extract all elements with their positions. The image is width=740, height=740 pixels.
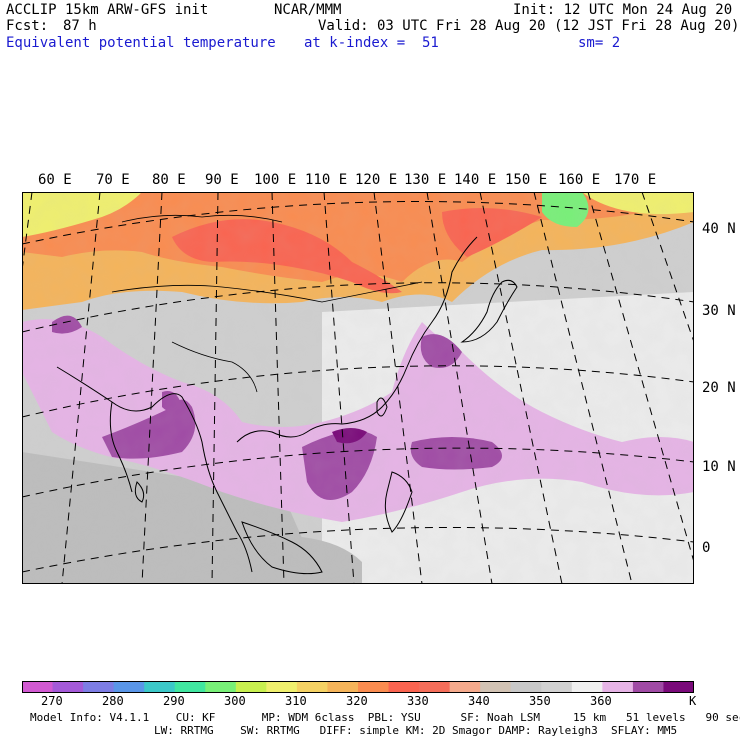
- lon-label-70e: 70 E: [96, 172, 130, 188]
- colorbar-cell: [174, 681, 206, 693]
- colorbar-tick-280: 280: [102, 694, 124, 708]
- meridian-120e: [373, 192, 423, 584]
- colorbar-cell: [449, 681, 481, 693]
- smoothing-info: sm= 2: [578, 35, 621, 51]
- theta-e-map: [22, 192, 694, 584]
- colorbar-cell: [419, 681, 451, 693]
- level-info: at k-index = 51: [304, 35, 439, 51]
- colorbar-cell: [632, 681, 664, 693]
- colorbar-unit: K: [689, 694, 697, 708]
- sri-lanka-coast: [134, 481, 145, 503]
- model-info-line2: LW: RRTMG SW: RRTMG DIFF: simple KM: 2D …: [154, 724, 678, 737]
- colorbar-cell: [22, 681, 54, 693]
- parallel-30n: [22, 282, 694, 333]
- model-info-line1: Model Info: V4.1.1 CU: KF MP: WDM 6class…: [30, 711, 740, 724]
- parallel-10n: [22, 447, 694, 498]
- himalaya-border: [171, 341, 258, 393]
- meridian-100e: [271, 192, 285, 584]
- colorbar-cell: [480, 681, 512, 693]
- forecast-hours: 87 h: [63, 18, 97, 34]
- colorbar-cell: [113, 681, 145, 693]
- lon-label-60e: 60 E: [38, 172, 72, 188]
- parallel-40n: [22, 201, 694, 245]
- parallel-20n: [22, 365, 694, 418]
- colorbar-frame: [22, 681, 694, 693]
- colorbar-tick-300: 300: [224, 694, 246, 708]
- lon-label-120e: 120 E: [355, 172, 398, 188]
- mongolia-border: [111, 281, 423, 303]
- parallel-0: [22, 526, 694, 573]
- colorbar-cell: [205, 681, 237, 693]
- colorbar-cell: [83, 681, 115, 693]
- lon-label-150e: 150 E: [505, 172, 548, 188]
- china-coast: [236, 236, 478, 443]
- lon-label-90e: 90 E: [205, 172, 239, 188]
- colorbar-cell: [571, 681, 603, 693]
- colorbar-cell: [266, 681, 298, 693]
- lon-label-140e: 140 E: [454, 172, 497, 188]
- colorbar-tick-340: 340: [468, 694, 490, 708]
- japan-coast: [460, 279, 518, 343]
- lon-label-110e: 110 E: [305, 172, 348, 188]
- colorbar-cell: [296, 681, 328, 693]
- lon-label-130e: 130 E: [404, 172, 447, 188]
- colorbar-tick-350: 350: [529, 694, 551, 708]
- colorbar-cell: [327, 681, 359, 693]
- colorbar-tick-320: 320: [346, 694, 368, 708]
- colorbar-cell: [388, 681, 420, 693]
- borneo-coast: [241, 521, 323, 575]
- field-name: Equivalent potential temperature: [6, 35, 276, 51]
- lat-label-0: 0: [702, 540, 711, 556]
- meridian-170e: [641, 192, 694, 343]
- coastlines: [56, 236, 518, 575]
- graticule: [22, 192, 694, 584]
- init-time: Init: 12 UTC Mon 24 Aug 20: [513, 2, 733, 18]
- model-title: ACCLIP 15km ARW-GFS init: [6, 2, 209, 18]
- organization: NCAR/MMM: [274, 2, 342, 18]
- colorbar-tick-310: 310: [285, 694, 307, 708]
- colorbar-tick-360: 360: [590, 694, 612, 708]
- colorbar-cell: [358, 681, 390, 693]
- colorbar-cell: [510, 681, 542, 693]
- map-frame: [22, 192, 694, 584]
- lon-label-160e: 160 E: [558, 172, 601, 188]
- colorbar: [22, 681, 694, 693]
- valid-time: Valid: 03 UTC Fri 28 Aug 20 (12 JST Fri …: [318, 18, 740, 34]
- lon-label-170e: 170 E: [614, 172, 657, 188]
- texture-overlay: [22, 192, 694, 584]
- lat-label-30n: 30 N: [702, 303, 736, 319]
- lon-label-100e: 100 E: [254, 172, 297, 188]
- colorbar-tick-270: 270: [41, 694, 63, 708]
- forecast-label: Fcst:: [6, 18, 49, 34]
- meridian-130e: [426, 192, 493, 584]
- meridian-80e: [141, 192, 163, 584]
- colorbar-tick-330: 330: [407, 694, 429, 708]
- colorbar-tick-290: 290: [163, 694, 185, 708]
- colorbar-cell: [541, 681, 573, 693]
- colorbar-cell: [602, 681, 634, 693]
- colorbar-cell: [663, 681, 694, 693]
- colorbar-cell: [52, 681, 84, 693]
- russia-border: [121, 214, 283, 223]
- colorbar-cell: [235, 681, 267, 693]
- borders: [111, 214, 423, 393]
- lat-label-40n: 40 N: [702, 221, 736, 237]
- meridian-150e: [533, 192, 633, 584]
- lat-label-10n: 10 N: [702, 459, 736, 475]
- meridian-90e: [211, 192, 219, 584]
- india-west-coast: [109, 401, 133, 493]
- lat-label-20n: 20 N: [702, 380, 736, 396]
- lon-label-80e: 80 E: [152, 172, 186, 188]
- colorbar-cell: [144, 681, 176, 693]
- philippines-coast: [384, 471, 413, 533]
- meridian-140e: [479, 192, 563, 584]
- meridian-110e: [323, 192, 355, 584]
- taiwan-coast: [376, 397, 388, 417]
- meridian-70e: [61, 192, 101, 584]
